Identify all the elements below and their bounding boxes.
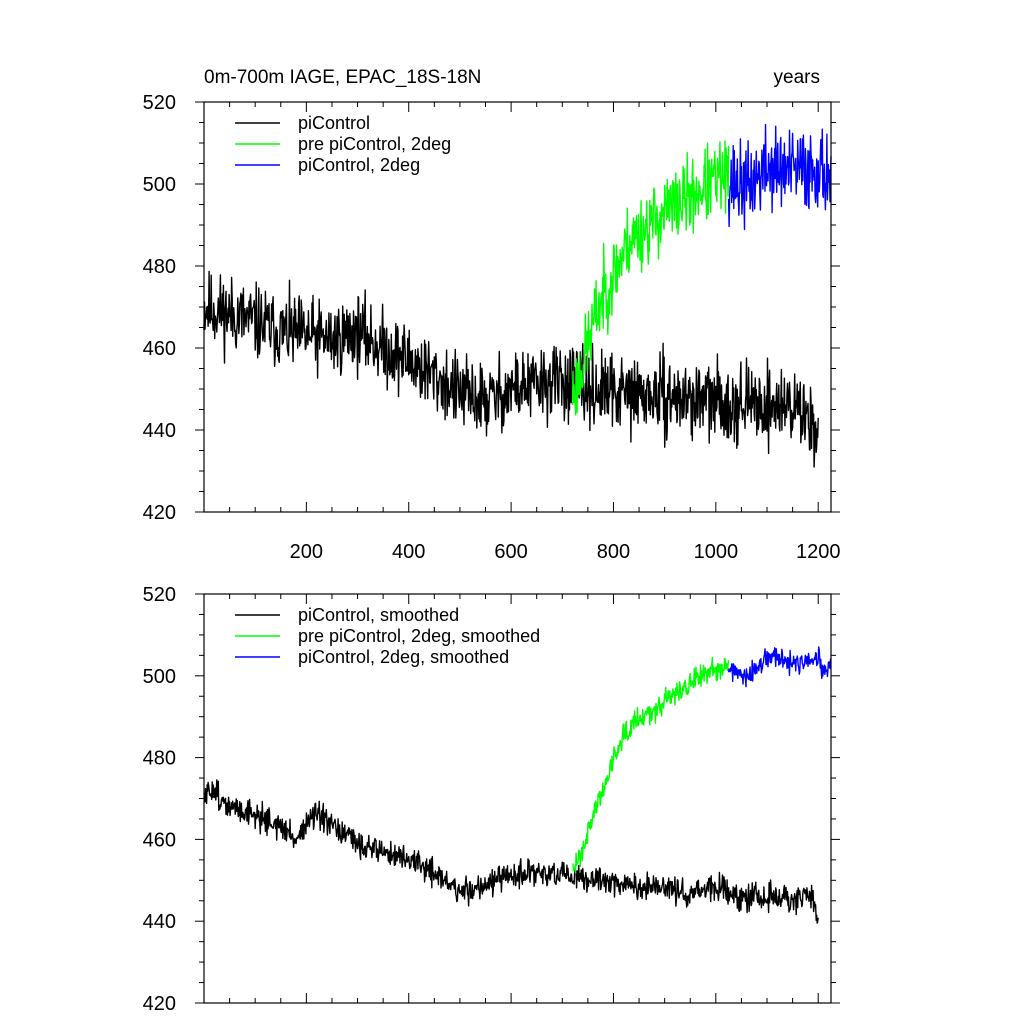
units-label: years [774, 67, 820, 88]
series-line-1 [203, 779, 819, 924]
x-tick-label: 1000 [694, 541, 739, 563]
chart-panel-2: 420 440 460 480 500 520 piControl, smoothedpre… [143, 584, 840, 1015]
legend-label: pre piControl, 2deg, smoothed [298, 626, 540, 646]
legend-label: piControl, 2deg [298, 155, 420, 175]
x-tick-label: 600 [494, 541, 527, 563]
legend-label: piControl, smoothed [298, 605, 459, 625]
y-tick-label: 460 [143, 338, 176, 360]
y-tick-label: 500 [143, 174, 176, 196]
series-line-2 [571, 140, 730, 416]
y-tick-label: 420 [143, 502, 176, 524]
legend-label: piControl, 2deg, smoothed [298, 647, 509, 667]
y-tick-label: 460 [143, 829, 176, 851]
y-tick-label: 520 [143, 92, 176, 114]
x-tick-label: 800 [597, 541, 630, 563]
y-tick-label: 480 [143, 748, 176, 770]
series-line-3 [727, 123, 832, 231]
x-tick-label: 400 [392, 541, 425, 563]
y-tick-label: 480 [143, 256, 176, 278]
chart-panel-1: 420 440 460 480 500 520 200 400 600 800 1000 1200 0m… [143, 67, 841, 563]
chart-title: 0m-700m IAGE, EPAC_18S-18N [204, 67, 481, 88]
x-tick-label: 200 [290, 541, 323, 563]
y-tick-label: 440 [143, 420, 176, 442]
y-tick-label: 520 [143, 584, 176, 606]
y-tick-label: 420 [143, 993, 176, 1015]
legend-label: pre piControl, 2deg [298, 134, 451, 154]
series-line-3 [727, 646, 832, 688]
series-line-1 [203, 270, 819, 468]
y-tick-label: 500 [143, 666, 176, 688]
y-tick-label: 440 [143, 911, 176, 933]
series-line-2 [572, 656, 730, 874]
legend-label: piControl [298, 113, 370, 133]
x-tick-label: 1200 [796, 541, 841, 563]
